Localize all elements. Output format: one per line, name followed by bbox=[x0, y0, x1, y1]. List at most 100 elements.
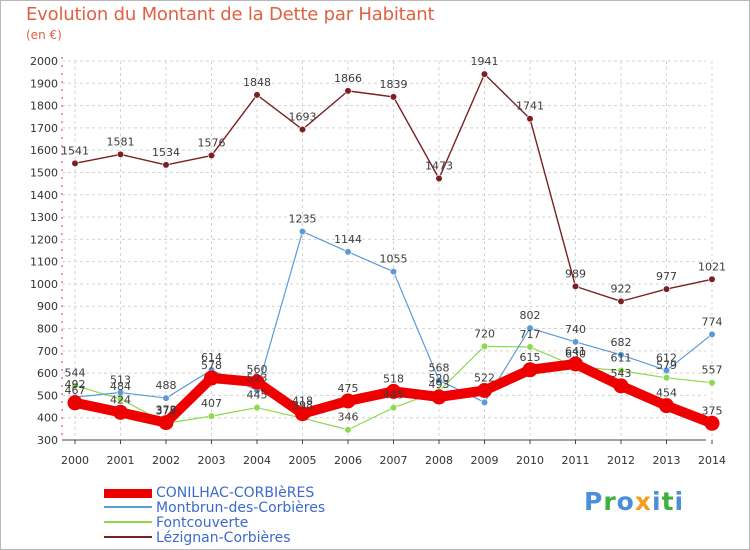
legend-swatch bbox=[104, 489, 152, 498]
x-tick-label: 2010 bbox=[516, 454, 544, 467]
logo-letter: x bbox=[634, 487, 652, 516]
y-tick-label: 1600 bbox=[30, 144, 58, 157]
data-point bbox=[526, 343, 534, 351]
data-point bbox=[522, 362, 538, 378]
data-point bbox=[344, 87, 352, 95]
y-tick-label: 1700 bbox=[30, 122, 58, 135]
data-point bbox=[480, 342, 489, 350]
data-label: 513 bbox=[110, 374, 131, 387]
data-point bbox=[704, 415, 720, 431]
data-label: 740 bbox=[565, 323, 586, 336]
data-point bbox=[662, 374, 671, 382]
x-tick-label: 2013 bbox=[653, 454, 681, 467]
data-label: 1693 bbox=[289, 110, 317, 123]
data-point bbox=[162, 161, 170, 169]
data-point bbox=[568, 356, 583, 372]
data-label: 398 bbox=[292, 399, 313, 412]
data-label: 454 bbox=[656, 387, 677, 400]
data-label: 641 bbox=[565, 345, 586, 358]
data-point bbox=[477, 383, 492, 399]
data-point bbox=[116, 388, 125, 397]
logo-letter: i bbox=[652, 487, 662, 516]
legend-label: Fontcouverte bbox=[156, 515, 249, 531]
data-point bbox=[617, 297, 625, 305]
data-label: 568 bbox=[429, 361, 450, 374]
legend-label: Lézignan-Corbières bbox=[156, 530, 291, 546]
data-label: 1534 bbox=[152, 146, 180, 159]
data-point bbox=[295, 406, 310, 422]
data-label: 611 bbox=[611, 352, 632, 365]
legend-swatch bbox=[104, 506, 152, 508]
data-point bbox=[571, 338, 580, 346]
legend-label: CONILHAC-CORBIèRES bbox=[156, 485, 315, 501]
data-point bbox=[480, 398, 489, 406]
data-point bbox=[617, 367, 625, 375]
data-point bbox=[389, 93, 398, 101]
data-point bbox=[298, 227, 307, 236]
x-tick-label: 2000 bbox=[61, 454, 89, 467]
data-label: 615 bbox=[520, 351, 541, 364]
data-point bbox=[116, 150, 125, 159]
y-tick-label: 1900 bbox=[30, 77, 58, 90]
data-point bbox=[708, 330, 716, 338]
data-point bbox=[386, 383, 401, 399]
data-label: 543 bbox=[611, 367, 632, 380]
x-tick-label: 2007 bbox=[380, 454, 408, 467]
data-point bbox=[389, 404, 398, 412]
data-label: 484 bbox=[110, 380, 131, 393]
data-point bbox=[344, 248, 352, 256]
data-label: 578 bbox=[201, 359, 222, 372]
data-point bbox=[613, 378, 629, 394]
legend-swatch bbox=[104, 536, 152, 538]
data-label: 579 bbox=[656, 359, 677, 372]
data-label: 346 bbox=[338, 411, 359, 424]
x-tick-label: 2002 bbox=[152, 454, 180, 467]
x-tick-label: 2012 bbox=[607, 454, 635, 467]
data-label: 520 bbox=[429, 372, 450, 385]
legend-label: Montbrun-des-Corbières bbox=[156, 500, 326, 516]
data-point bbox=[659, 398, 674, 414]
data-label: 475 bbox=[338, 382, 359, 395]
data-point bbox=[67, 395, 83, 411]
data-point bbox=[708, 275, 716, 283]
data-label: 614 bbox=[201, 351, 222, 364]
data-point bbox=[249, 374, 265, 390]
data-label: 1866 bbox=[334, 72, 362, 85]
y-tick-label: 2000 bbox=[30, 55, 58, 68]
data-label: 1021 bbox=[698, 260, 726, 273]
data-label: 989 bbox=[565, 267, 586, 280]
y-tick-label: 1500 bbox=[30, 166, 58, 179]
y-tick-label: 500 bbox=[37, 389, 58, 402]
data-label: 1055 bbox=[380, 253, 408, 266]
data-label: 418 bbox=[292, 395, 313, 408]
x-tick-label: 2004 bbox=[243, 454, 271, 467]
logo-letter: t bbox=[661, 487, 675, 516]
data-label: 523 bbox=[247, 371, 268, 384]
data-label: 378 bbox=[156, 404, 177, 417]
data-point bbox=[526, 324, 534, 332]
data-label: 717 bbox=[520, 328, 541, 341]
data-labels: 467 424 378 578 560 418 475 518 493 522 615 641 543 4… bbox=[61, 55, 726, 424]
x-tick-label: 2005 bbox=[289, 454, 317, 467]
data-label: 467 bbox=[65, 384, 86, 397]
data-label: 922 bbox=[611, 282, 632, 295]
data-label: 1848 bbox=[243, 76, 271, 89]
data-point bbox=[340, 393, 356, 409]
x-tick-label: 2008 bbox=[425, 454, 453, 467]
data-label: 1741 bbox=[516, 100, 544, 113]
y-tick-label: 1100 bbox=[30, 256, 58, 269]
y-tick-label: 1400 bbox=[30, 189, 58, 202]
data-label: 1541 bbox=[61, 144, 89, 157]
data-label: 544 bbox=[65, 367, 86, 380]
data-point bbox=[571, 282, 580, 290]
chart-subtitle: (en €) bbox=[26, 28, 62, 42]
data-label: 1839 bbox=[380, 78, 408, 91]
logo-letter: i bbox=[674, 487, 685, 516]
data-label: 445 bbox=[247, 389, 268, 402]
y-tick-label: 700 bbox=[37, 345, 58, 358]
x-tick-label: 2001 bbox=[107, 454, 135, 467]
data-point bbox=[113, 404, 128, 420]
data-label: 1144 bbox=[334, 233, 362, 246]
